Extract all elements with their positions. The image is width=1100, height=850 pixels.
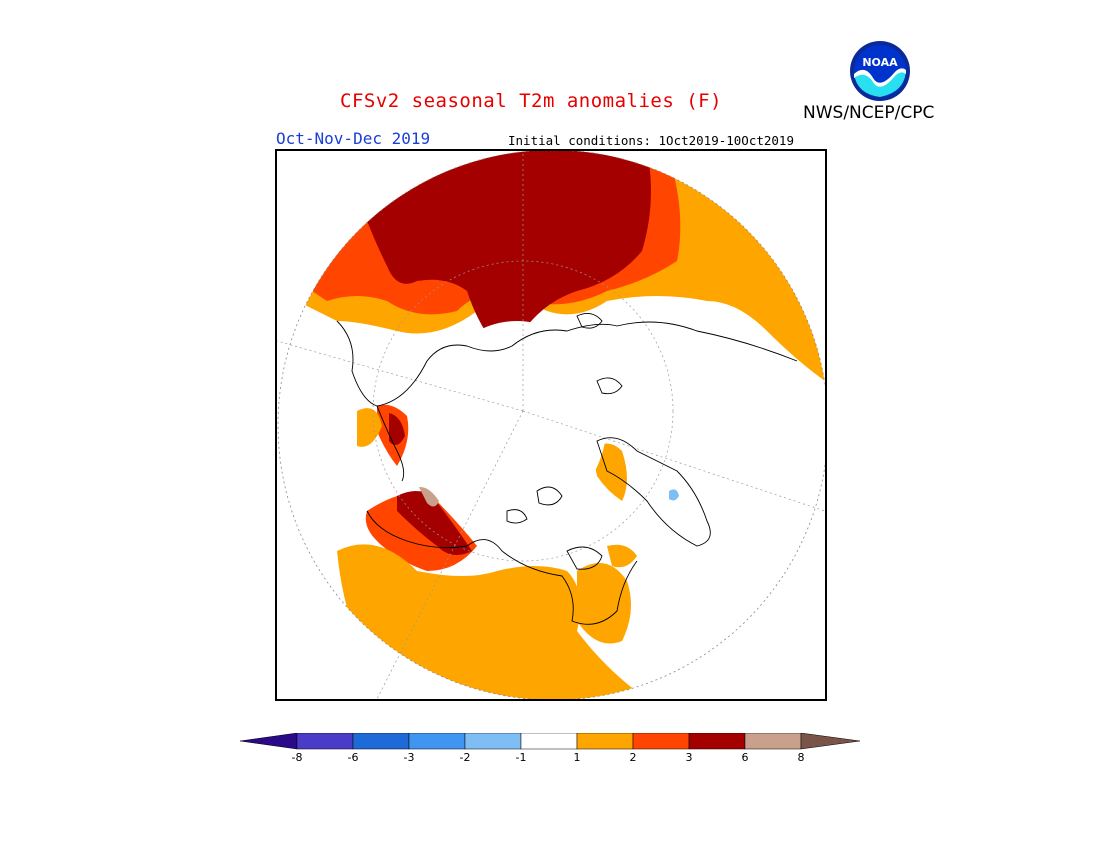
colorbar-swatch-below [240, 733, 298, 750]
noaa-logo-text: NOAA [862, 56, 898, 69]
anomaly-region-alaska-tan [419, 486, 439, 507]
agency-label: NWS/NCEP/CPC [803, 103, 935, 123]
anomaly-region-alaska-darkred [397, 491, 472, 555]
colorbar-swatch [632, 733, 690, 750]
colorbar-tick-label: -2 [459, 751, 471, 764]
meridian-line [522, 410, 825, 512]
colorbar-tick-label: -3 [403, 751, 415, 764]
colorbar-tick-label: 6 [741, 751, 749, 764]
colorbar-swatch [576, 733, 634, 750]
map-title: CFSv2 seasonal T2m anomalies (F) [340, 90, 723, 112]
colorbar-tick-label: -8 [291, 751, 303, 764]
arctic-ocean-neutral [427, 321, 607, 521]
anomaly-region-northamerica-orange [337, 544, 647, 699]
colorbar [240, 733, 860, 750]
colorbar-tick-label: -6 [347, 751, 359, 764]
anomaly-region-hudson-orange [607, 544, 637, 568]
colorbar-tick-label: 3 [685, 751, 693, 764]
noaa-logo-icon: NOAA [850, 41, 910, 101]
colorbar-tick-label: 2 [629, 751, 637, 764]
forecast-period: Oct-Nov-Dec 2019 [276, 129, 431, 148]
anomaly-region-europe-orange [357, 408, 382, 447]
colorbar-swatch [688, 733, 746, 750]
colorbar-tick-label: 8 [797, 751, 805, 764]
colorbar-swatch [744, 733, 802, 750]
initial-conditions: Initial conditions: 1Oct2019-10Oct2019 [508, 133, 794, 148]
anomaly-region-scandinavia-darkred [389, 413, 405, 445]
colorbar-tick-label: -1 [515, 751, 527, 764]
meridian-line [376, 410, 524, 699]
map-panel [275, 149, 827, 701]
polar-anomaly-map [277, 151, 825, 699]
colorbar-swatch [296, 733, 354, 750]
colorbar-swatch-above [800, 733, 860, 750]
colorbar-swatch [520, 733, 578, 750]
anomaly-region-canada-orange [577, 563, 631, 644]
anomaly-region-greenland-blue [669, 489, 679, 501]
colorbar-swatch [464, 733, 522, 750]
colorbar-tick-label: 1 [573, 751, 581, 764]
colorbar-swatch [352, 733, 410, 750]
coastlines [336, 312, 798, 625]
colorbar-swatch [408, 733, 466, 750]
anomaly-region-siberia-darkred [367, 151, 651, 344]
